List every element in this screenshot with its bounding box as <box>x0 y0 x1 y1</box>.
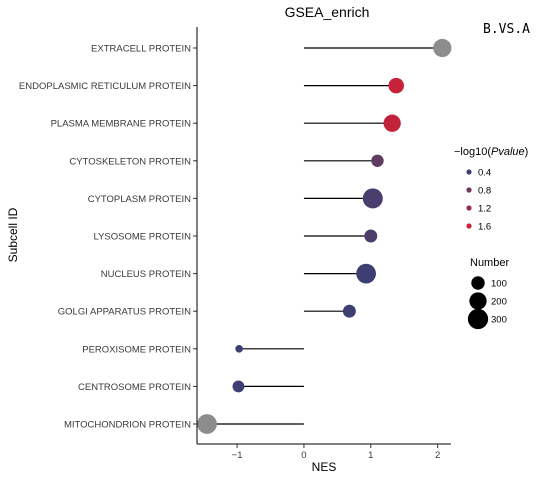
y-tick-label-extracell-protein: EXTRACELL PROTEIN <box>91 44 191 55</box>
color-legend-label: 1.6 <box>478 222 491 233</box>
size-legend-label: 200 <box>491 297 507 308</box>
x-axis-label: NES <box>312 460 337 474</box>
y-tick-labels: EXTRACELL PROTEIN ENDOPLASMIC RETICULUM P… <box>19 44 197 431</box>
point-endoplasmic-reticulum-protein <box>388 77 404 94</box>
color-legend-title: −log10(Pvalue) <box>454 146 528 158</box>
lollipop-points <box>197 38 452 434</box>
y-tick-label-endoplasmic-reticulum-protein: ENDOPLASMIC RETICULUM PROTEIN <box>19 81 191 92</box>
size-legend-label: 100 <box>491 279 507 290</box>
size-legend: Number 100 200 300 <box>467 257 509 330</box>
color-legend-title-suffix: ) <box>525 146 529 158</box>
point-golgi-apparatus-protein <box>342 304 356 318</box>
y-tick-label-golgi-apparatus-protein: GOLGI APPARATUS PROTEIN <box>58 307 191 318</box>
size-legend-title: Number <box>470 257 509 269</box>
point-cytoskeleton-protein <box>371 154 384 168</box>
color-legend-swatch <box>466 187 472 193</box>
point-centrosome-protein <box>232 380 245 393</box>
color-legend: −log10(Pvalue) 0.4 0.8 1.2 1.6 <box>454 146 528 233</box>
y-tick-label-centrosome-protein: CENTROSOME PROTEIN <box>78 382 191 393</box>
point-plasma-membrane-protein <box>383 114 401 132</box>
point-mitochondrion-protein <box>197 414 217 434</box>
size-legend-label: 300 <box>491 315 507 326</box>
point-nucleus-protein <box>356 263 376 284</box>
y-tick-label-cytoplasm-protein: CYTOPLASM PROTEIN <box>88 194 191 205</box>
x-tick-label: 2 <box>435 450 440 461</box>
color-legend-swatch <box>466 223 472 229</box>
color-legend-label: 0.4 <box>478 168 491 179</box>
point-extracell-protein <box>433 38 452 58</box>
x-tick-label: 1 <box>368 450 373 461</box>
color-legend-label: 0.8 <box>478 186 491 197</box>
comparison-label: B.VS.A <box>483 22 530 37</box>
color-legend-title-italic: Pvalue <box>491 146 525 158</box>
y-tick-label-nucleus-protein: NUCLEUS PROTEIN <box>101 269 191 280</box>
color-legend-swatch <box>466 205 472 211</box>
size-legend-swatch <box>467 308 489 330</box>
point-lysosome-protein <box>364 229 378 243</box>
y-tick-label-plasma-membrane-protein: PLASMA MEMBRANE PROTEIN <box>51 119 192 130</box>
point-peroxisome-protein <box>235 344 243 353</box>
y-tick-label-peroxisome-protein: PEROXISOME PROTEIN <box>82 344 191 355</box>
y-tick-label-cytoskeleton-protein: CYTOSKELETON PROTEIN <box>69 156 191 167</box>
lollipop-stems <box>207 47 443 425</box>
color-legend-title-prefix: −log10( <box>454 146 491 158</box>
x-tick-label: −1 <box>232 450 243 461</box>
color-legend-label: 1.2 <box>478 204 491 215</box>
y-tick-label-mitochondrion-protein: MITOCHONDRION PROTEIN <box>64 420 191 431</box>
y-tick-label-lysosome-protein: LYSOSOME PROTEIN <box>94 232 192 243</box>
x-tick-labels: −1 0 1 2 <box>232 444 440 461</box>
size-legend-swatch <box>469 292 487 310</box>
point-cytoplasm-protein <box>362 188 383 209</box>
size-legend-swatch <box>471 276 485 290</box>
color-legend-swatch <box>466 169 472 175</box>
y-axis-label: Subcell ID <box>6 207 20 262</box>
x-tick-label: 0 <box>301 450 306 461</box>
chart-title: GSEA_enrich <box>285 4 370 20</box>
